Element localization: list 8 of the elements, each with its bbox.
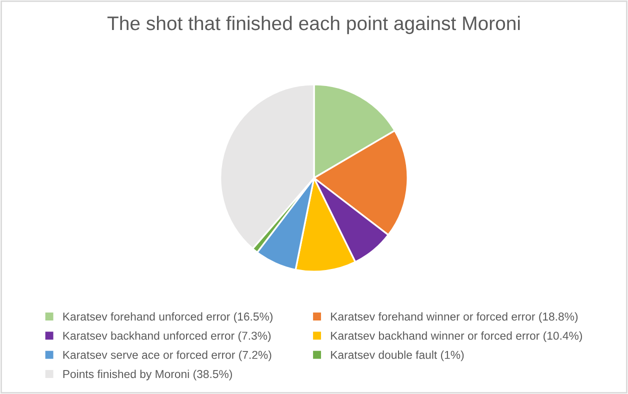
legend-label: Karatsev forehand unforced error (16.5%) bbox=[63, 312, 272, 323]
chart-title: The shot that finished each point against Moroni bbox=[107, 16, 520, 34]
legend-label: Karatsev serve ace or forced error (7.2%) bbox=[63, 350, 272, 362]
legend-label: Karatsev forehand winner or forced error (18.8%) bbox=[331, 312, 578, 323]
legend-label: Karatsev backhand winner or forced error (10.4%) bbox=[331, 331, 582, 342]
legend-label: Karatsev backhand unforced error (7.3%) bbox=[63, 331, 271, 342]
legend-label: Karatsev double fault (1%) bbox=[331, 350, 464, 362]
legend-label: Points finished by Moroni (38.5%) bbox=[63, 370, 232, 380]
